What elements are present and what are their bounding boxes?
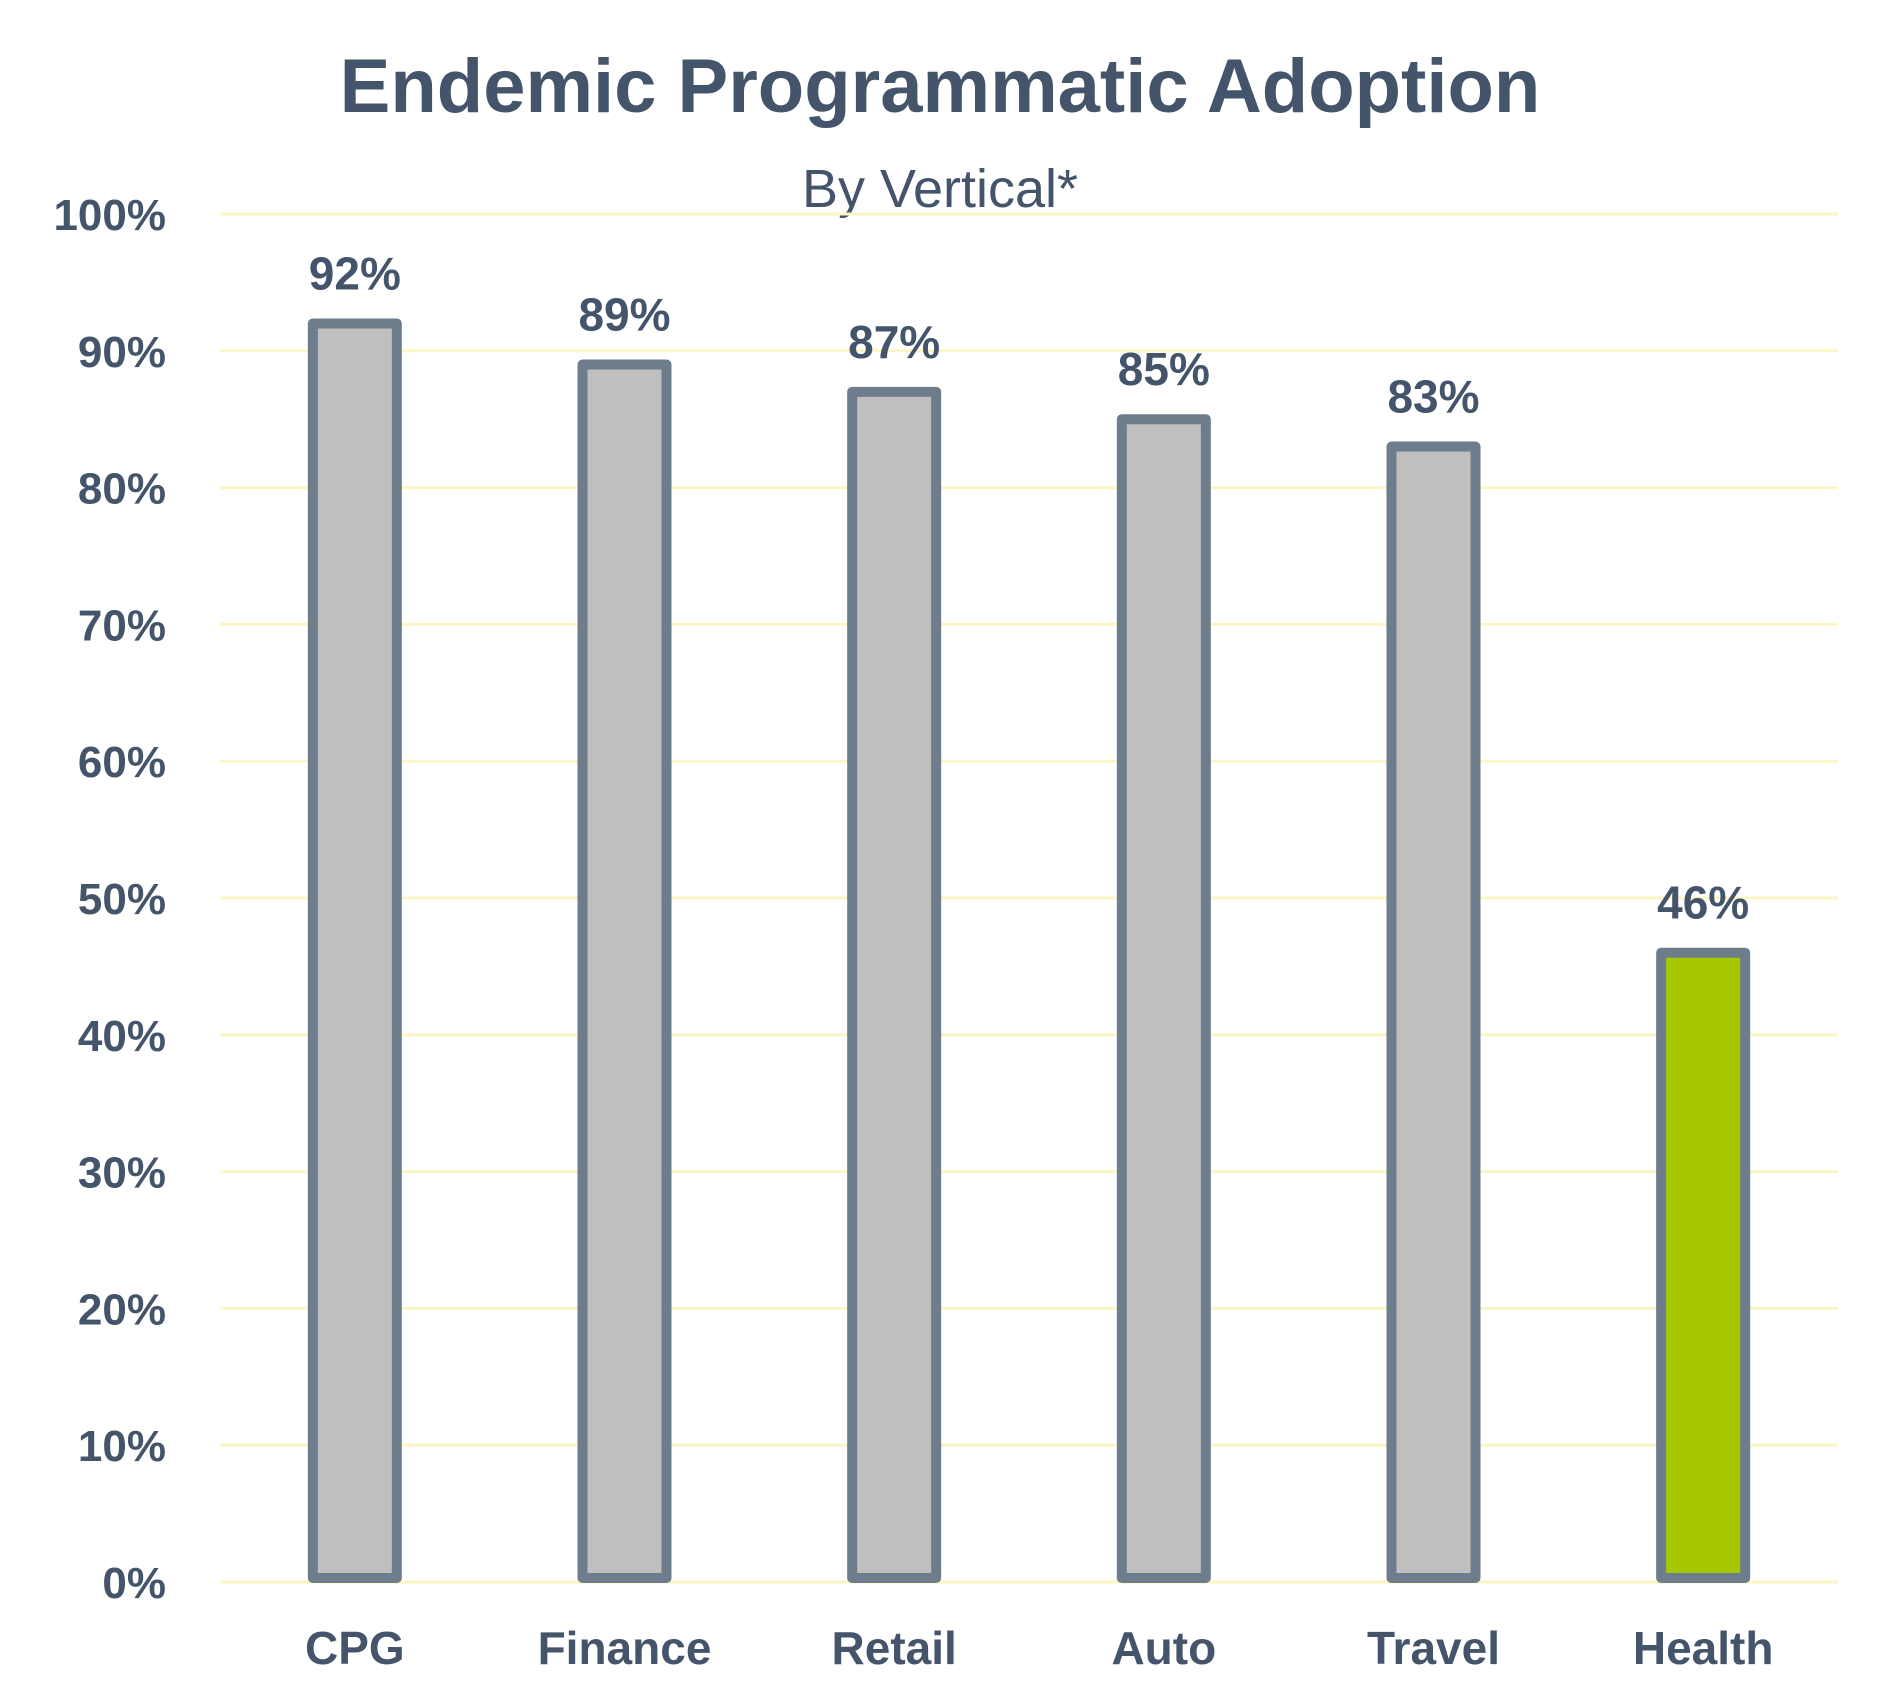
x-category-label: Health: [1633, 1622, 1774, 1674]
data-label-retail: 87%: [848, 316, 940, 368]
y-tick-label: 70%: [78, 601, 166, 650]
x-category-label: Auto: [1111, 1622, 1216, 1674]
x-category-label: Retail: [832, 1622, 957, 1674]
data-label-finance: 89%: [578, 288, 670, 340]
y-tick-label: 20%: [78, 1285, 166, 1334]
y-tick-label: 60%: [78, 738, 166, 787]
y-tick-label: 0%: [102, 1559, 166, 1608]
bar-travel: [1386, 441, 1481, 1583]
bar-health: [1656, 947, 1751, 1583]
bar-retail: [847, 386, 942, 1584]
bar-finance: [577, 359, 672, 1584]
y-tick-label: 50%: [78, 875, 166, 924]
data-label-travel: 83%: [1387, 371, 1479, 423]
data-labels: 92% 89% 87% 85% 83% 46%: [309, 247, 1749, 928]
chart-subtitle: By Vertical*: [802, 159, 1078, 219]
x-category-label: Travel: [1367, 1622, 1500, 1674]
y-tick-label: 80%: [78, 465, 166, 514]
y-tick-label: 10%: [78, 1422, 166, 1471]
x-category-label: Finance: [538, 1622, 712, 1674]
bars: [307, 318, 1751, 1584]
data-label-auto: 85%: [1118, 343, 1210, 395]
y-tick-label: 90%: [78, 328, 166, 377]
x-category-label: CPG: [305, 1622, 405, 1674]
y-tick-label: 40%: [78, 1012, 166, 1061]
y-tick-label: 100%: [53, 191, 166, 240]
gridlines: [220, 212, 1838, 1584]
x-axis-categories: CPG Finance Retail Auto Travel Health: [305, 1622, 1773, 1674]
chart-title: Endemic Programmatic Adoption: [340, 44, 1541, 129]
bar-auto: [1116, 414, 1211, 1584]
bar-cpg: [307, 318, 402, 1584]
y-axis-ticks: 0% 10% 20% 30% 40% 50% 60% 70% 80% 90% 100%: [53, 191, 166, 1608]
y-tick-label: 30%: [78, 1149, 166, 1198]
data-label-health: 46%: [1657, 877, 1749, 929]
data-label-cpg: 92%: [309, 247, 401, 299]
